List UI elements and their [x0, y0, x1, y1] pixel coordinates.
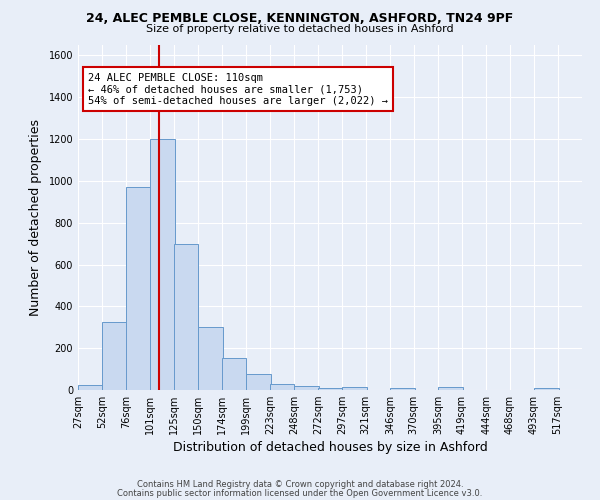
Bar — [318, 388, 342, 390]
X-axis label: Distribution of detached houses by size in Ashford: Distribution of detached houses by size … — [173, 442, 487, 454]
Bar — [126, 187, 151, 390]
Bar — [438, 388, 463, 390]
Bar — [294, 386, 319, 390]
Bar — [103, 322, 127, 390]
Bar — [78, 385, 103, 390]
Text: 24 ALEC PEMBLE CLOSE: 110sqm
← 46% of detached houses are smaller (1,753)
54% of: 24 ALEC PEMBLE CLOSE: 110sqm ← 46% of de… — [88, 72, 388, 106]
Bar — [199, 328, 223, 390]
Bar — [342, 388, 367, 390]
Bar — [174, 244, 199, 390]
Bar — [390, 388, 415, 390]
Bar — [534, 388, 559, 390]
Bar — [151, 139, 175, 390]
Bar — [247, 374, 271, 390]
Bar — [222, 358, 247, 390]
Text: Size of property relative to detached houses in Ashford: Size of property relative to detached ho… — [146, 24, 454, 34]
Text: Contains HM Land Registry data © Crown copyright and database right 2024.: Contains HM Land Registry data © Crown c… — [137, 480, 463, 489]
Bar — [270, 384, 294, 390]
Text: 24, ALEC PEMBLE CLOSE, KENNINGTON, ASHFORD, TN24 9PF: 24, ALEC PEMBLE CLOSE, KENNINGTON, ASHFO… — [86, 12, 514, 26]
Text: Contains public sector information licensed under the Open Government Licence v3: Contains public sector information licen… — [118, 488, 482, 498]
Y-axis label: Number of detached properties: Number of detached properties — [29, 119, 41, 316]
